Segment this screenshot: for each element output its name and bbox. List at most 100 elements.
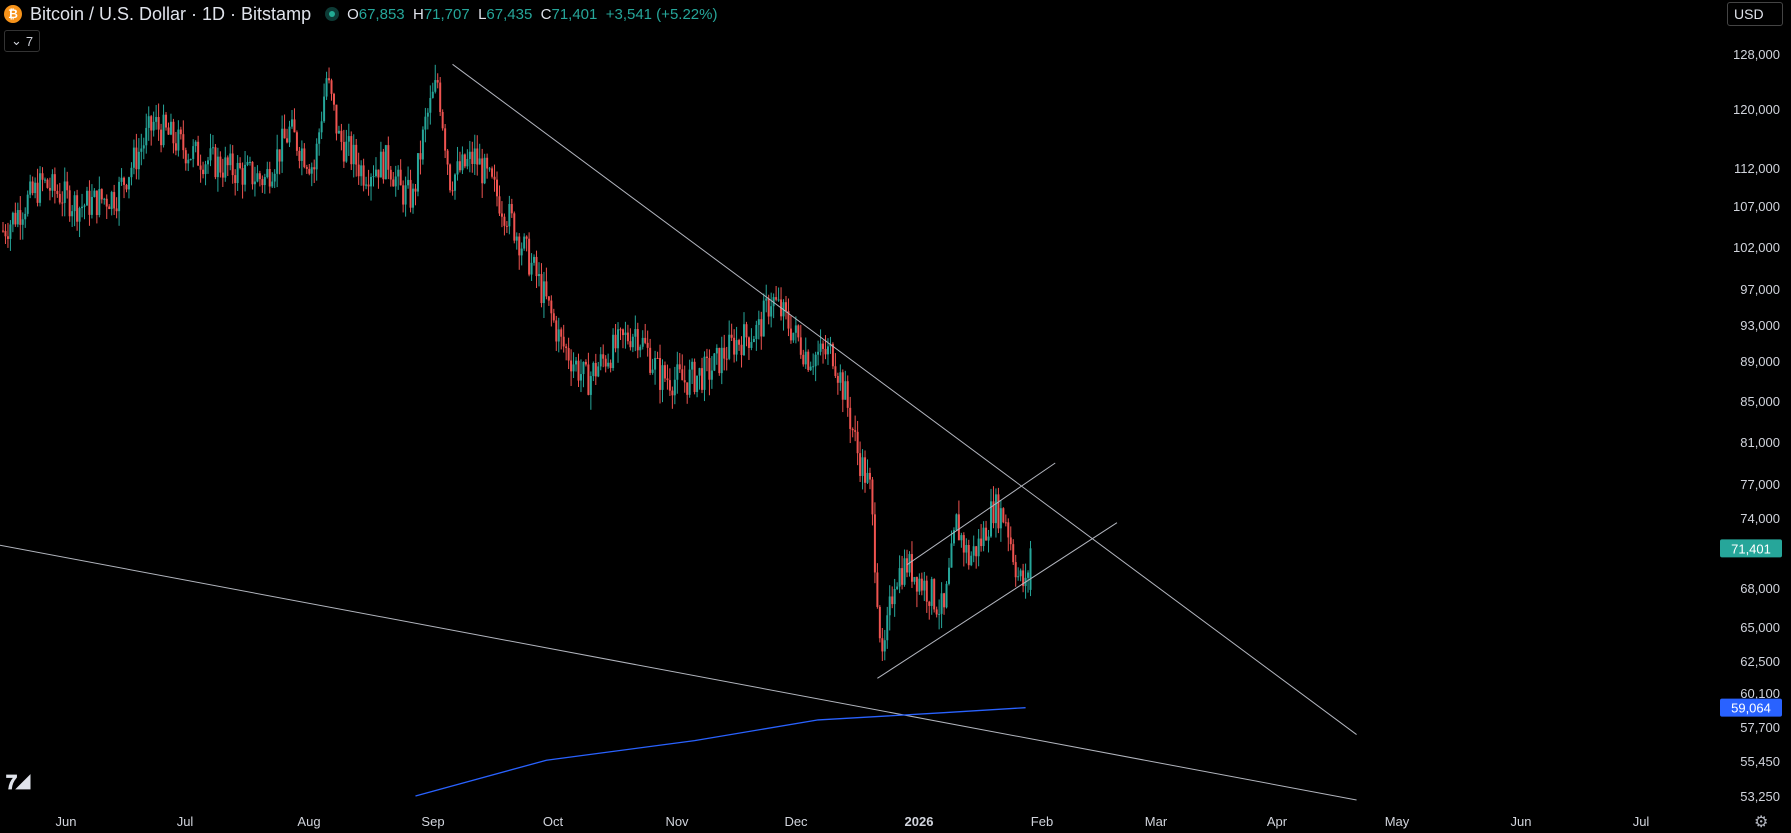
indicators-toggle-button[interactable]: ⌄ 7 [4, 30, 41, 52]
candle-body [286, 138, 289, 143]
candle [63, 167, 66, 217]
market-status-icon[interactable] [325, 7, 340, 21]
candle [582, 361, 585, 388]
candle [31, 176, 34, 196]
candle [165, 112, 168, 131]
candle [728, 320, 731, 361]
candle-body [51, 174, 54, 191]
price-axis-label: 57,700 [1740, 720, 1780, 735]
candle-body [614, 334, 617, 349]
candle-body [355, 144, 358, 165]
candle-body [36, 182, 39, 203]
candle [1014, 554, 1017, 587]
ma-value-label: 59,064 [1731, 701, 1771, 716]
candle [147, 106, 150, 141]
candle [367, 169, 370, 196]
candle-body [992, 501, 995, 524]
candle [799, 324, 802, 359]
candle [110, 190, 113, 216]
candle [488, 166, 491, 172]
candle-body [881, 638, 884, 652]
candle [822, 340, 825, 364]
candle-body [266, 169, 269, 178]
candle [752, 335, 755, 343]
candle [1012, 539, 1015, 565]
candle [713, 352, 716, 372]
candle-body [649, 347, 652, 373]
candle [920, 572, 923, 596]
candle [160, 123, 163, 153]
candle [609, 359, 612, 373]
candle [587, 352, 590, 396]
candle [219, 151, 222, 178]
candle-body [330, 80, 333, 94]
candle [772, 293, 775, 319]
currency-selector[interactable]: USD [1727, 2, 1783, 26]
candle-body [263, 177, 266, 186]
candle [1009, 526, 1012, 551]
time-axis-label: Sep [421, 814, 444, 829]
candle [439, 77, 442, 116]
candle [276, 134, 279, 188]
candle-body [253, 181, 256, 185]
candle [723, 334, 726, 371]
candle-body [755, 324, 758, 339]
candle-body [335, 104, 338, 134]
candle [579, 359, 582, 393]
candle-body [142, 145, 145, 149]
candle-body [439, 82, 442, 112]
time-axis-label: Apr [1267, 814, 1288, 829]
candle-body [43, 179, 46, 181]
candle [1002, 507, 1005, 524]
candle [387, 136, 390, 180]
candle-body [982, 527, 985, 547]
tradingview-logo[interactable]: 𝟕◢ [6, 772, 31, 794]
candle [293, 108, 296, 133]
candle [626, 324, 629, 345]
candle [78, 206, 81, 238]
candle-body [26, 194, 29, 214]
candle [930, 576, 933, 615]
candle [239, 157, 242, 170]
candle [505, 221, 508, 233]
candle [100, 188, 103, 204]
candle-body [565, 346, 568, 349]
candle-body [654, 357, 657, 370]
candle-body [130, 167, 133, 178]
candle-body [770, 306, 773, 317]
candle-body [1012, 544, 1015, 563]
candle-body [948, 567, 951, 584]
symbol-title[interactable]: Bitcoin / U.S. Dollar · 1D · Bitstamp [30, 3, 312, 24]
candle [315, 138, 318, 181]
candle [26, 190, 29, 217]
candle-body [612, 334, 615, 369]
candle-body [31, 181, 34, 194]
candle-body [340, 130, 343, 142]
candle-body [975, 546, 978, 557]
candle [34, 177, 37, 199]
candle-body [876, 572, 879, 607]
candle-body [370, 176, 373, 187]
candle-body [165, 114, 168, 128]
candle [784, 295, 787, 320]
candle-body [293, 119, 296, 133]
candle-body [150, 116, 153, 131]
candle-body [488, 168, 491, 170]
price-axis-label: 77,000 [1740, 477, 1780, 492]
candle-body [6, 236, 9, 239]
candle [970, 551, 973, 567]
candle [866, 459, 869, 485]
candle [249, 156, 251, 166]
candle-body [661, 365, 664, 390]
candle-body [461, 154, 464, 171]
candle-body [925, 580, 928, 602]
candle-body [197, 141, 200, 166]
candle [53, 167, 56, 204]
candle-body [829, 343, 832, 347]
candle [861, 449, 864, 490]
candle [513, 211, 516, 244]
candle [725, 346, 728, 371]
gear-icon[interactable]: ⚙ [1754, 814, 1769, 831]
candle-body [399, 169, 402, 186]
